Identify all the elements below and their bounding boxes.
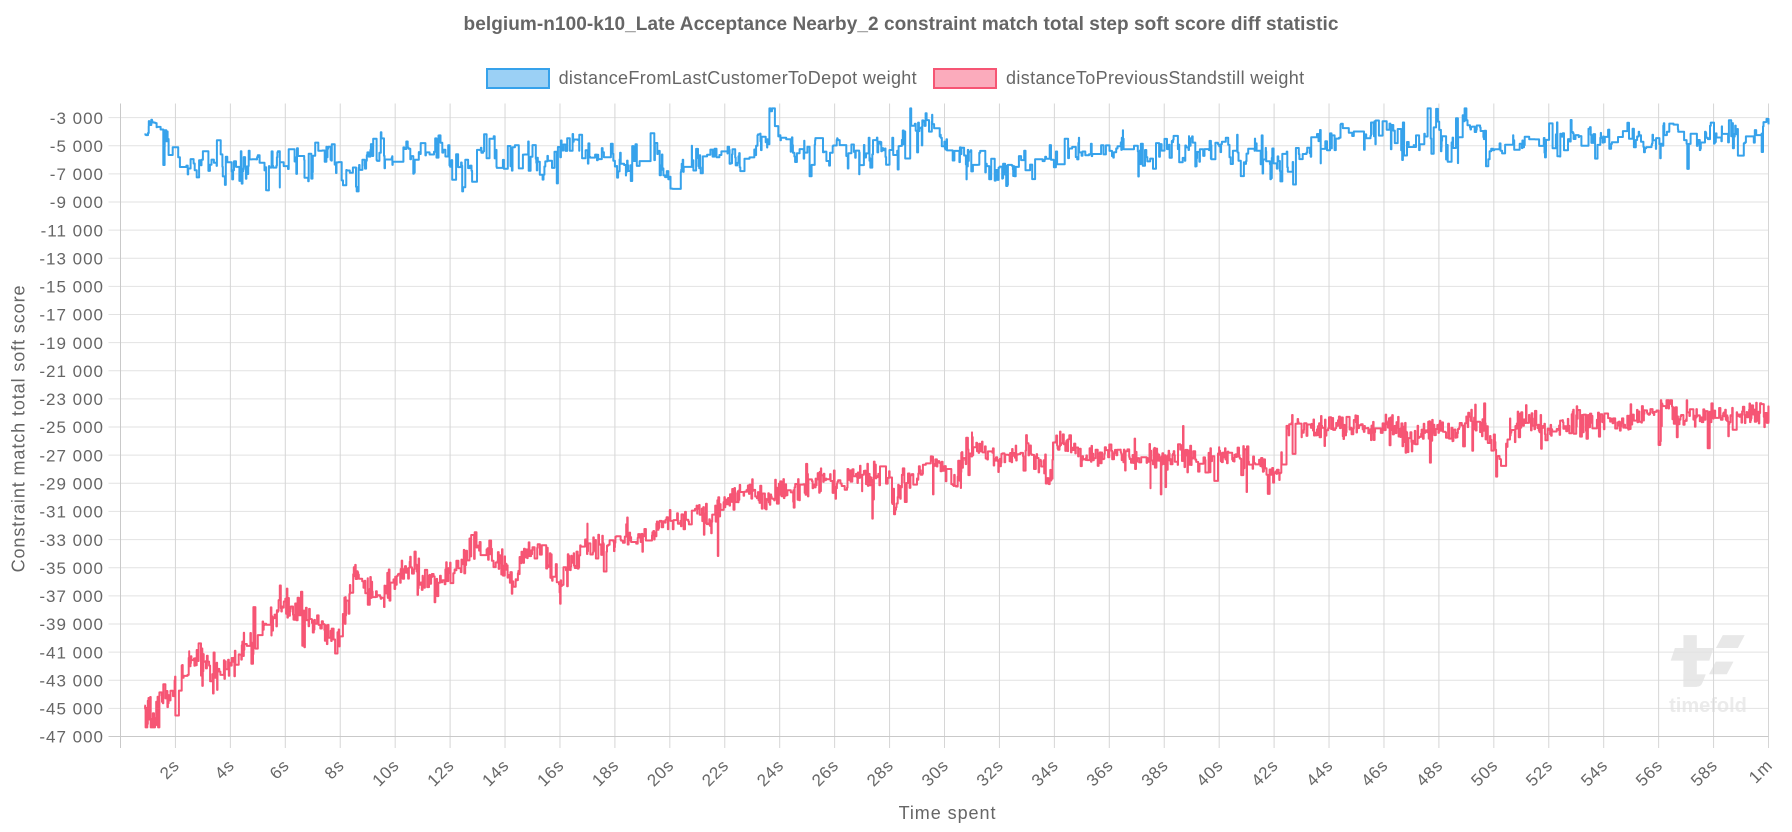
svg-text:-45 000: -45 000 xyxy=(39,700,104,719)
svg-text:-41 000: -41 000 xyxy=(39,643,104,662)
svg-text:42s: 42s xyxy=(1248,756,1282,790)
svg-text:-43 000: -43 000 xyxy=(39,671,104,690)
svg-text:-3 000: -3 000 xyxy=(50,109,104,128)
svg-text:32s: 32s xyxy=(973,756,1007,790)
svg-text:-7 000: -7 000 xyxy=(50,165,104,184)
svg-text:52s: 52s xyxy=(1522,756,1556,790)
svg-text:34s: 34s xyxy=(1028,756,1062,790)
svg-text:58s: 58s xyxy=(1687,756,1721,790)
svg-text:12s: 12s xyxy=(424,756,458,790)
svg-text:-11 000: -11 000 xyxy=(41,221,104,240)
svg-text:-15 000: -15 000 xyxy=(39,278,104,297)
svg-text:-31 000: -31 000 xyxy=(39,503,104,522)
svg-text:-23 000: -23 000 xyxy=(39,390,104,409)
svg-text:48s: 48s xyxy=(1412,756,1446,790)
svg-text:timefold: timefold xyxy=(1669,695,1747,717)
svg-text:36s: 36s xyxy=(1083,756,1117,790)
svg-text:30s: 30s xyxy=(918,756,952,790)
svg-text:-37 000: -37 000 xyxy=(39,587,104,606)
svg-text:-19 000: -19 000 xyxy=(39,334,104,353)
svg-text:4s: 4s xyxy=(211,756,238,783)
svg-text:-9 000: -9 000 xyxy=(50,193,104,212)
svg-text:-35 000: -35 000 xyxy=(39,559,104,578)
svg-text:40s: 40s xyxy=(1193,756,1227,790)
svg-text:16s: 16s xyxy=(533,756,567,790)
svg-text:8s: 8s xyxy=(321,756,348,783)
svg-text:18s: 18s xyxy=(588,756,622,790)
svg-text:-27 000: -27 000 xyxy=(39,446,104,465)
svg-text:50s: 50s xyxy=(1467,756,1501,790)
svg-text:26s: 26s xyxy=(808,756,842,790)
svg-text:-13 000: -13 000 xyxy=(39,249,104,268)
svg-text:-33 000: -33 000 xyxy=(39,531,104,550)
svg-text:14s: 14s xyxy=(479,756,513,790)
svg-text:Time spent: Time spent xyxy=(899,803,997,823)
svg-text:28s: 28s xyxy=(863,756,897,790)
svg-text:1m: 1m xyxy=(1745,756,1776,787)
svg-text:46s: 46s xyxy=(1357,756,1391,790)
svg-text:54s: 54s xyxy=(1577,756,1611,790)
svg-text:-29 000: -29 000 xyxy=(39,475,104,494)
svg-text:Constraint match total soft sc: Constraint match total soft score xyxy=(9,285,29,573)
svg-text:24s: 24s xyxy=(753,756,787,790)
svg-text:44s: 44s xyxy=(1303,756,1337,790)
svg-text:10s: 10s xyxy=(369,756,403,790)
svg-text:2s: 2s xyxy=(156,756,183,783)
svg-text:-21 000: -21 000 xyxy=(39,362,104,381)
svg-text:56s: 56s xyxy=(1632,756,1666,790)
svg-text:-25 000: -25 000 xyxy=(39,418,104,437)
svg-text:22s: 22s xyxy=(698,756,732,790)
svg-text:-5 000: -5 000 xyxy=(50,137,104,156)
svg-text:-47 000: -47 000 xyxy=(39,728,104,747)
svg-text:-39 000: -39 000 xyxy=(39,615,104,634)
svg-text:6s: 6s xyxy=(266,756,293,783)
svg-text:38s: 38s xyxy=(1138,756,1172,790)
svg-text:-17 000: -17 000 xyxy=(39,306,104,325)
svg-text:20s: 20s xyxy=(643,756,677,790)
